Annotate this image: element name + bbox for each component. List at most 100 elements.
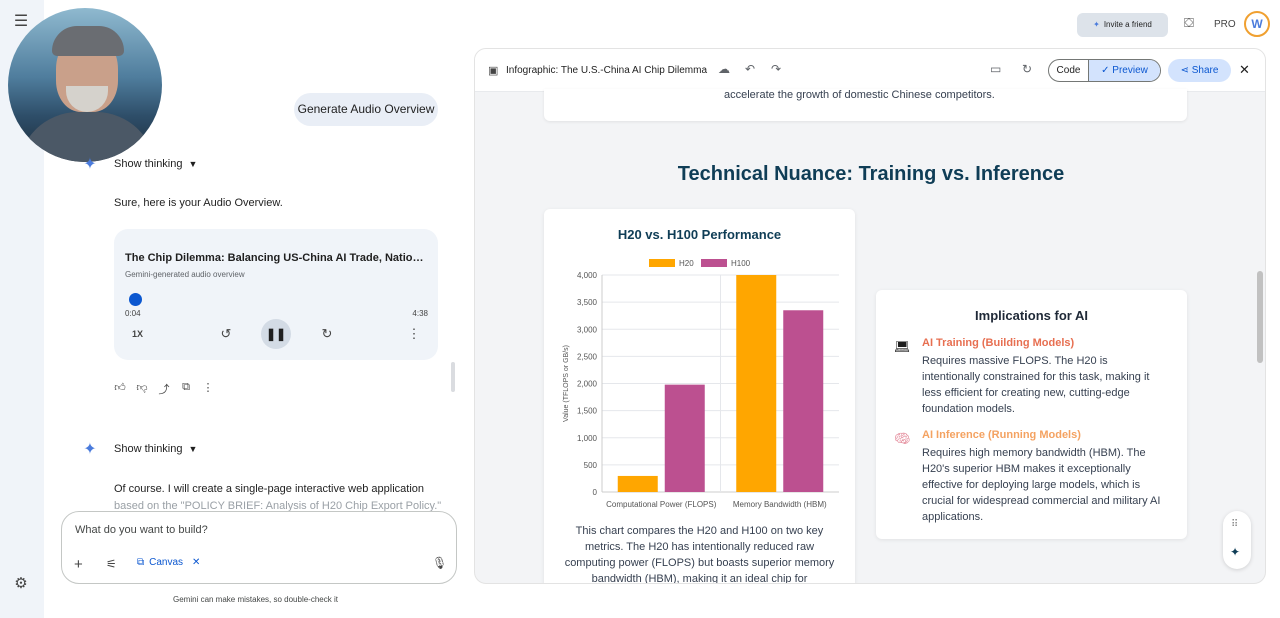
y-tick-label: 3,000 (577, 325, 598, 334)
canvas-toolbar: ▣ Infographic: The U.S.-China AI Chip Di… (475, 49, 1265, 92)
audio-title: The Chip Dilemma: Balancing US-China AI … (125, 252, 429, 264)
document-icon: ▣ (488, 65, 499, 77)
y-tick-label: 500 (584, 461, 598, 470)
preview-label: Preview (1112, 65, 1148, 76)
cloud-saved-icon: ☁ (718, 62, 730, 76)
show-thinking-toggle-2[interactable]: Show thinking ▼ (114, 443, 197, 455)
check-icon: ✓ (1101, 65, 1113, 76)
drag-handle-icon[interactable]: ⠿ (1231, 519, 1239, 530)
audio-progress-handle[interactable] (129, 293, 143, 306)
floating-tools: ⠿ ✦ (1223, 511, 1251, 569)
menu-icon[interactable]: ☰ (13, 13, 29, 30)
implications-title: Implications for AI (975, 308, 1088, 323)
scroll-thumb[interactable] (1257, 271, 1263, 363)
assistant-reply: Sure, here is your Audio Overview. (114, 197, 283, 209)
console-icon[interactable]: ▭ (990, 62, 1002, 76)
chevron-down-icon: ▼ (188, 444, 198, 454)
chart-title: H20 vs. H100 Performance (617, 227, 782, 242)
implication-text: Requires high memory bandwidth (HBM). Th… (922, 447, 1161, 523)
implications-card: Implications for AI 💻︎ AI Training (Buil… (876, 290, 1187, 539)
y-tick-label: 1,500 (577, 407, 598, 416)
invite-friend-button[interactable]: ✦ Invite a friend (1077, 13, 1168, 37)
prompt-input-box[interactable]: What do you want to build? + ⚟ ⧉ Canvas … (61, 511, 457, 584)
gemini-sparkle-icon: ✦ (83, 441, 97, 458)
thumbs-down-icon[interactable]: 👎︎ (136, 382, 148, 394)
refresh-icon[interactable]: ↻ (1022, 62, 1033, 76)
legend-swatch-h100 (701, 259, 727, 267)
legend-label-h20: H20 (679, 259, 694, 268)
laptop-icon: 💻︎ (894, 339, 911, 354)
bar-chart: 0 500 1,000 1,500 2,000 2,500 3,000 3,500 4,000 C… (563, 259, 839, 509)
brain-icon: 🧠︎ (894, 431, 911, 446)
code-tab[interactable]: Code (1049, 60, 1089, 81)
implication-title: AI Inference (Running Models) (922, 429, 1081, 441)
share-icon[interactable]: ⤴ (158, 384, 170, 396)
reply-line-2: based on the "POLICY BRIEF: Analysis of … (114, 500, 442, 512)
show-thinking-toggle[interactable]: Show thinking ▼ (114, 158, 197, 170)
y-tick-label: 4,000 (577, 271, 598, 280)
chart-caption: This chart compares the H20 and H100 on … (564, 525, 835, 584)
code-preview-toggle: Code ✓ Preview (1048, 59, 1161, 82)
pause-button[interactable]: ❚❚ (261, 319, 291, 349)
legend-swatch-h20 (649, 259, 675, 267)
playback-speed-button[interactable]: 1X (132, 329, 144, 339)
chart-card: H20 vs. H100 Performance 0 500 1,000 1,500 2… (544, 209, 855, 584)
close-icon[interactable]: ✕ (192, 557, 201, 568)
settings-icon[interactable]: ⚙ (14, 575, 28, 592)
audio-current-time: 0:04 (125, 309, 141, 318)
share-button[interactable]: ⋖ Share (1168, 59, 1231, 82)
canvas-scrollbar[interactable] (1257, 95, 1263, 581)
prompt-input[interactable]: What do you want to build? (75, 524, 208, 536)
redo-icon[interactable]: ↷ (771, 62, 782, 76)
previous-card-text: accelerate the growth of domestic Chines… (724, 89, 995, 101)
canvas-chip[interactable]: ⧉ Canvas ✕ (137, 557, 200, 568)
show-thinking-label: Show thinking (114, 158, 183, 170)
more-icon[interactable]: ⋮ (202, 382, 214, 394)
rewind-10-icon[interactable]: ↺ (220, 326, 232, 341)
canvas-icon: ⧉ (137, 557, 145, 568)
audio-subtitle: Gemini-generated audio overview (125, 270, 245, 279)
preview-tab[interactable]: ✓ Preview (1089, 60, 1160, 81)
audio-overview-player: The Chip Dilemma: Balancing US-China AI … (114, 229, 438, 360)
sparkle-icon: ✦ (1093, 20, 1100, 29)
share-label: Share (1191, 65, 1219, 76)
implication-title: AI Training (Building Models) (922, 337, 1075, 349)
undo-icon[interactable]: ↶ (745, 62, 756, 76)
response-actions: 👍︎ 👎︎ ⤴ ⧉ ⋮ (114, 381, 214, 397)
show-thinking-label: Show thinking (114, 443, 183, 455)
canvas-chip-label: Canvas (149, 557, 184, 568)
y-tick-label: 2,000 (577, 380, 598, 389)
add-icon[interactable]: + (74, 556, 83, 573)
microphone-icon[interactable]: 🎙︎ (432, 556, 448, 570)
bar-h100-0 (664, 384, 705, 492)
tools-icon[interactable]: ⚟ (106, 557, 117, 571)
legend-label-h100: H100 (731, 259, 751, 268)
pro-badge: PRO (1214, 19, 1236, 30)
close-icon[interactable]: ✕ (1239, 62, 1250, 77)
bar-h100-1 (783, 310, 824, 492)
share-icon: ⋖ (1180, 65, 1192, 76)
implication-text: Requires massive FLOPS. The H20 is inten… (922, 355, 1150, 415)
y-axis-label: Value (TFLOPS or GB/s) (563, 345, 570, 422)
chevron-down-icon: ▼ (188, 159, 198, 169)
y-tick-label: 2,500 (577, 352, 598, 361)
canvas-title: Infographic: The U.S.-China AI Chip Dile… (506, 65, 708, 76)
sparkle-edit-icon[interactable]: ✦ (1230, 545, 1241, 559)
thumbs-up-icon[interactable]: 👍︎ (114, 382, 126, 394)
forward-10-icon[interactable]: ↻ (321, 326, 333, 341)
assistant-reply-2: Of course. I will create a single-page i… (114, 481, 444, 515)
x-tick-label: Memory Bandwidth (HBM) (733, 500, 827, 509)
avatar[interactable]: W (1244, 11, 1270, 37)
audio-duration: 4:38 (412, 309, 428, 318)
more-options-icon[interactable]: ⋮ (407, 326, 421, 341)
y-tick-label: 3,500 (577, 298, 598, 307)
bar-h20-1 (736, 275, 777, 492)
chat-scrollbar[interactable] (451, 362, 455, 392)
gemini-sparkle-icon: ✦ (83, 156, 97, 173)
canvas-panel: ▣ Infographic: The U.S.-China AI Chip Di… (474, 48, 1266, 584)
copy-icon[interactable]: ⧉ (182, 381, 190, 393)
y-tick-label: 0 (593, 488, 598, 497)
previous-card: accelerate the growth of domestic Chines… (544, 89, 1187, 121)
x-tick-label: Computational Power (FLOPS) (606, 500, 717, 509)
gift-icon[interactable]: ⛋ (1184, 15, 1194, 30)
